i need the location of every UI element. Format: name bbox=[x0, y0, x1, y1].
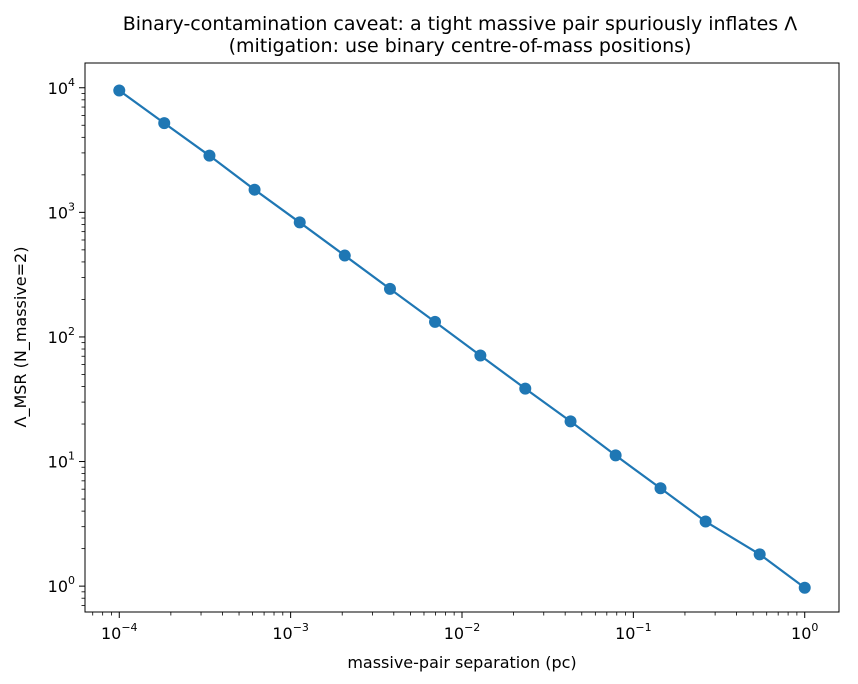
y-tick-label: 104 bbox=[48, 76, 75, 98]
axis-ticks: 10−4 10−3 10−2 10−1 100 100 101 102 103 104 bbox=[48, 76, 819, 643]
x-tick-label: 10−3 bbox=[272, 621, 309, 643]
y-tick-label: 101 bbox=[48, 450, 75, 472]
data-point bbox=[293, 216, 306, 229]
data-series bbox=[113, 84, 811, 594]
y-tick-label: 103 bbox=[48, 200, 75, 222]
data-point bbox=[474, 349, 487, 362]
x-tick-label: 10−1 bbox=[615, 621, 652, 643]
data-point bbox=[564, 415, 577, 428]
data-point bbox=[383, 282, 396, 295]
chart-subtitle: (mitigation: use binary centre-of-mass p… bbox=[229, 35, 692, 57]
plot-area-frame bbox=[84, 62, 840, 613]
data-point bbox=[248, 183, 261, 196]
series-line bbox=[118, 89, 806, 589]
y-tick-label: 102 bbox=[48, 325, 75, 347]
data-point bbox=[699, 515, 712, 528]
data-point bbox=[429, 315, 442, 328]
y-axis-label: Λ_MSR (N_massive=2) bbox=[11, 247, 31, 428]
x-tick-label: 100 bbox=[791, 621, 818, 643]
data-point bbox=[798, 581, 811, 594]
data-point bbox=[203, 149, 216, 162]
x-tick-label: 10−4 bbox=[101, 621, 138, 643]
data-point bbox=[519, 382, 532, 395]
data-point bbox=[609, 449, 622, 462]
data-point bbox=[753, 548, 766, 561]
data-point bbox=[158, 117, 171, 130]
chart-title: Binary-contamination caveat: a tight mas… bbox=[123, 13, 798, 35]
data-point bbox=[654, 482, 667, 495]
data-point bbox=[338, 249, 351, 262]
x-axis-label: massive-pair separation (pc) bbox=[347, 653, 576, 672]
data-point bbox=[113, 84, 126, 97]
x-tick-label: 10−2 bbox=[444, 621, 481, 643]
y-tick-label: 100 bbox=[48, 574, 75, 596]
